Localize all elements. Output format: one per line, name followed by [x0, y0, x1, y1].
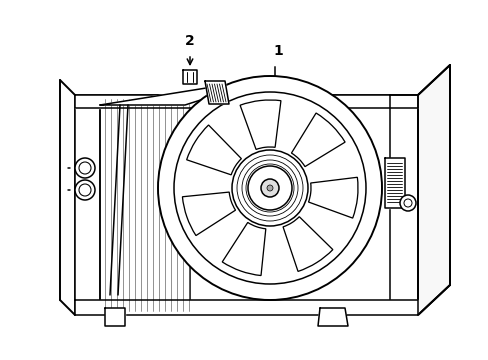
Polygon shape — [75, 95, 100, 315]
Wedge shape — [182, 192, 235, 235]
Polygon shape — [100, 81, 260, 105]
Circle shape — [266, 185, 272, 191]
Polygon shape — [417, 65, 449, 315]
Circle shape — [158, 76, 381, 300]
Wedge shape — [308, 177, 357, 218]
Circle shape — [247, 166, 291, 210]
Wedge shape — [283, 217, 332, 271]
Polygon shape — [100, 95, 190, 315]
Wedge shape — [222, 222, 265, 275]
Polygon shape — [317, 308, 347, 326]
Polygon shape — [75, 95, 417, 108]
Polygon shape — [75, 95, 417, 315]
Circle shape — [231, 150, 307, 226]
Text: 1: 1 — [273, 44, 282, 58]
Text: 2: 2 — [185, 34, 195, 48]
Circle shape — [79, 162, 91, 174]
Polygon shape — [204, 81, 228, 104]
Circle shape — [261, 179, 279, 197]
Circle shape — [79, 184, 91, 196]
Circle shape — [399, 195, 415, 211]
Polygon shape — [384, 158, 404, 208]
Polygon shape — [389, 95, 417, 315]
Wedge shape — [291, 113, 345, 167]
Circle shape — [75, 158, 95, 178]
Wedge shape — [240, 100, 281, 149]
Circle shape — [75, 180, 95, 200]
Polygon shape — [75, 300, 417, 315]
Polygon shape — [105, 308, 125, 326]
Polygon shape — [183, 70, 197, 84]
Wedge shape — [186, 125, 241, 175]
